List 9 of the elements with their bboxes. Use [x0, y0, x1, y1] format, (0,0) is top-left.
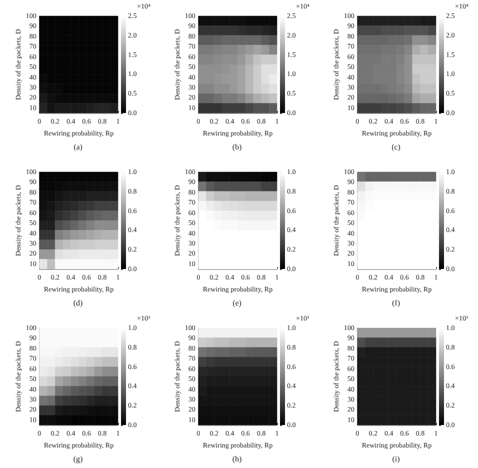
text: (c)	[392, 142, 401, 152]
text: (f)	[392, 298, 400, 308]
text: (d)	[73, 298, 83, 308]
text: (h)	[232, 454, 242, 464]
text: (e)	[232, 298, 242, 308]
text: (b)	[232, 142, 242, 152]
text: (g)	[73, 454, 83, 464]
text: (i)	[392, 454, 400, 464]
text: (a)	[74, 142, 83, 152]
